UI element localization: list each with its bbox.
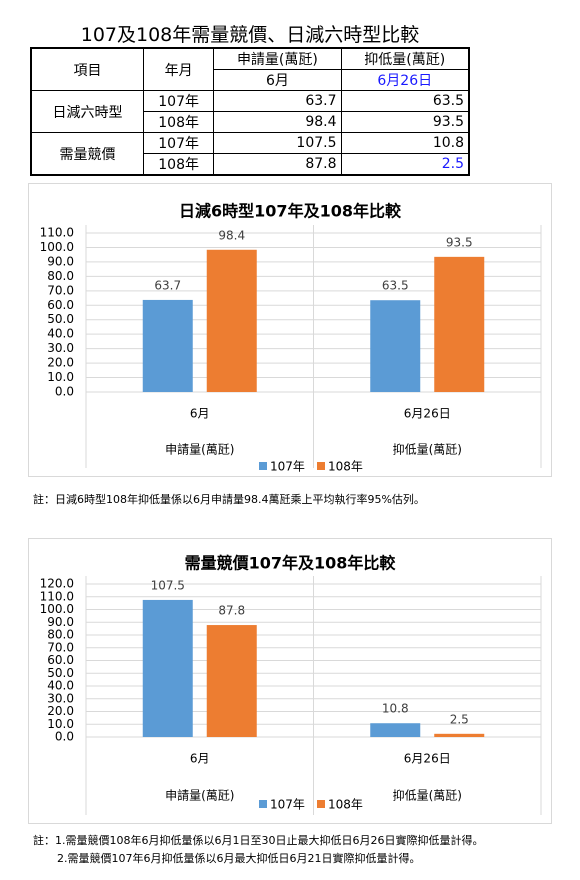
year-cell: 107年 [142, 90, 215, 112]
group-label: 申請量(萬瓩) [165, 443, 234, 457]
legend-swatch [259, 800, 267, 808]
y-tick-label: 100.0 [40, 240, 74, 254]
year-cell: 108年 [142, 153, 215, 176]
chart-title: 需量競價107年及108年比較 [185, 554, 397, 573]
comparison-table: 項目 年月 申請量(萬瓩) 抑低量(萬瓩) 6月 6月26日 日減六時型 107年 63.7… [30, 47, 470, 176]
value-label: 10.8 [382, 702, 409, 716]
legend-swatch [317, 800, 325, 808]
legend-label: 107年 [270, 460, 305, 474]
y-tick-label: 80.0 [47, 628, 74, 642]
bar [142, 599, 193, 737]
chart-title: 日減6時型107年及108年比較 [179, 202, 402, 221]
value-cell: 2.5 [340, 153, 470, 176]
x-tick-label: 6月 [190, 752, 210, 766]
header-cell: 年月 [142, 47, 215, 91]
value-label: 107.5 [151, 578, 185, 592]
y-tick-label: 110.0 [40, 589, 74, 603]
value-cell: 10.8 [340, 132, 470, 154]
group-cell: 日減六時型 [30, 90, 144, 133]
y-tick-label: 0.0 [55, 730, 74, 744]
y-tick-label: 120.0 [40, 577, 74, 591]
page-title: 107及108年需量競價、日減六時型比較 [80, 24, 420, 46]
note: 註：日減6時型108年抑低量係以6月申請量98.4萬瓩乘上平均執行率95%估列。 [33, 493, 425, 506]
y-tick-label: 80.0 [47, 269, 74, 283]
header-cell: 申請量(萬瓩) [213, 47, 342, 70]
y-tick-label: 70.0 [47, 283, 74, 297]
chart: 需量競價107年及108年比較 0.010.020.030.040.050.060… [40, 554, 542, 815]
chart-box: 需量競價107年及108年比較 0.0 10.0 20.0 30.0 40.0 50.0 60… [28, 538, 552, 824]
value-label: 93.5 [446, 235, 473, 249]
chart-box: 日減6時型107年及108年比較 0.0 10.0 20.0 30.0 40.0 50.0 6… [28, 183, 552, 477]
value-label: 2.5 [450, 712, 469, 726]
y-tick-label: 40.0 [47, 679, 74, 693]
y-tick-label: 100.0 [40, 602, 74, 616]
group-label: 抑低量(萬瓩) [393, 442, 462, 457]
bar [434, 733, 485, 737]
y-tick-label: 20.0 [47, 704, 74, 718]
value-label: 63.5 [382, 279, 409, 293]
value-label: 98.4 [218, 228, 245, 242]
subheader-cell: 6月 [213, 69, 342, 91]
bar [370, 300, 421, 392]
x-tick-label: 6月26日 [404, 752, 451, 766]
header-cell: 抑低量(萬瓩) [340, 47, 470, 70]
bar [434, 256, 485, 392]
x-tick-label: 6月26日 [404, 407, 451, 421]
y-tick-label: 30.0 [47, 341, 74, 355]
header-cell: 項目 [30, 47, 144, 91]
legend-swatch [317, 462, 325, 470]
y-tick-label: 110.0 [40, 226, 74, 240]
x-tick-label: 6月 [190, 407, 210, 421]
group-cell: 需量競價 [30, 132, 144, 176]
note: 2.需量競價107年6月抑低量係以6月最大抑低日6月21日實際抑低量計得。 [57, 852, 421, 865]
value-cell: 107.5 [213, 132, 342, 154]
bar [142, 299, 193, 392]
year-cell: 108年 [142, 111, 215, 133]
y-tick-label: 40.0 [47, 327, 74, 341]
value-cell: 87.8 [213, 153, 342, 176]
y-tick-label: 60.0 [47, 298, 74, 312]
value-label: 63.7 [154, 278, 181, 292]
subheader-cell: 6月26日 [340, 69, 470, 91]
y-tick-label: 90.0 [47, 254, 74, 268]
group-label: 抑低量(萬瓩) [393, 788, 462, 803]
y-tick-label: 50.0 [47, 312, 74, 326]
y-tick-label: 90.0 [47, 615, 74, 629]
y-tick-label: 50.0 [47, 666, 74, 680]
value-cell: 98.4 [213, 111, 342, 133]
bar [206, 625, 257, 737]
y-tick-label: 60.0 [47, 653, 74, 667]
legend-swatch [259, 462, 267, 470]
legend-label: 107年 [270, 798, 305, 812]
value-label: 87.8 [218, 604, 245, 618]
bar [206, 249, 257, 392]
bar [370, 723, 421, 737]
year-cell: 107年 [142, 132, 215, 154]
chart: 日減6時型107年及108年比較0.010.020.030.040.050.06… [40, 202, 542, 474]
value-cell: 63.5 [340, 90, 470, 112]
y-tick-label: 10.0 [47, 370, 74, 384]
legend-label: 108年 [328, 460, 363, 474]
y-tick-label: 30.0 [47, 691, 74, 705]
value-cell: 63.7 [213, 90, 342, 112]
legend-label: 108年 [328, 798, 363, 812]
y-tick-label: 10.0 [47, 717, 74, 731]
note: 註：1.需量競價108年6月抑低量係以6月1日至30日止最大抑低日6月26日實際… [33, 834, 484, 847]
y-tick-label: 70.0 [47, 640, 74, 654]
group-label: 申請量(萬瓩) [165, 789, 234, 803]
y-tick-label: 20.0 [47, 356, 74, 370]
y-tick-label: 0.0 [55, 385, 74, 399]
value-cell: 93.5 [340, 111, 470, 133]
